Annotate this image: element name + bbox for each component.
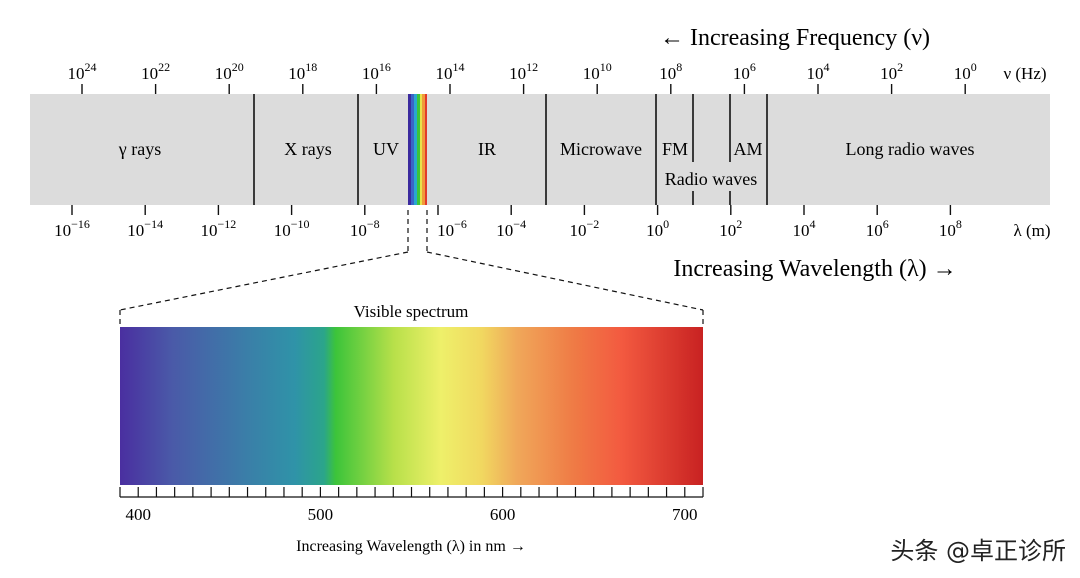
- frequency-tick-label: 1022: [141, 60, 170, 83]
- frequency-tick-label: 1024: [68, 60, 97, 83]
- visible-spectrum-title: Visible spectrum: [354, 302, 469, 321]
- visible-tick-label: 400: [125, 505, 151, 524]
- spectrum-bar: [30, 94, 1050, 205]
- wavelength-tick-label: 10−16: [54, 217, 90, 240]
- band-uv-label: UV: [373, 139, 399, 159]
- band-microwave-label: Microwave: [560, 139, 642, 159]
- frequency-tick-label: 1018: [288, 60, 317, 83]
- visible-tick-labels: 400 500 600 700: [125, 505, 697, 524]
- band-am-label: AM: [733, 139, 762, 159]
- band-long-radio-label: Long radio waves: [846, 139, 975, 159]
- wavelength-tick-labels: 10−16 10−14 10−12 10−10 10−8 10−6 10−4 10−2 100 1…: [54, 217, 962, 240]
- visible-strip: [408, 94, 427, 205]
- zoom-connector: [119, 210, 704, 326]
- frequency-tick-label: 1014: [436, 60, 465, 83]
- wavelength-tick-label: 10−6: [437, 217, 467, 240]
- visible-tick-label: 600: [490, 505, 516, 524]
- frequency-tick-label: 1020: [215, 60, 244, 83]
- wavelength-tick-label: 104: [793, 217, 816, 240]
- wavelength-tick-label: 106: [866, 217, 889, 240]
- wavelength-unit: λ (m): [1013, 221, 1050, 240]
- visible-spectrum-gradient: [120, 327, 703, 485]
- frequency-tick-labels: 1024 1022 1020 1018 1016 1014 1012 1010 108 106 10…: [68, 60, 977, 83]
- band-radio-label: Radio waves: [665, 169, 757, 189]
- wavelength-tick-label: 10−14: [127, 217, 163, 240]
- band-ir-label: IR: [478, 139, 496, 159]
- wavelength-tick-label: 102: [719, 217, 742, 240]
- wavelength-ticks: [71, 205, 952, 215]
- frequency-tick-label: 1016: [362, 60, 391, 83]
- visible-tick-label: 500: [308, 505, 334, 524]
- visible-tick-marks: [119, 487, 704, 498]
- wavelength-tick-label: 10−4: [496, 217, 526, 240]
- wavelength-title: Increasing Wavelength (λ) →: [673, 256, 956, 282]
- frequency-unit: ν (Hz): [1003, 64, 1046, 83]
- wavelength-tick-label: 10−12: [201, 217, 237, 240]
- frequency-tick-label: 100: [954, 60, 977, 83]
- wavelength-tick-label: 10−8: [350, 217, 380, 240]
- band-dividers: [253, 94, 768, 205]
- band-fm-label: FM: [662, 139, 688, 159]
- visible-tick-label: 700: [672, 505, 698, 524]
- frequency-tick-label: 104: [807, 60, 830, 83]
- band-gamma-label: γ rays: [118, 139, 161, 159]
- frequency-tick-label: 102: [880, 60, 903, 83]
- wavelength-tick-label: 108: [939, 217, 962, 240]
- wavelength-tick-label: 10−2: [570, 217, 600, 240]
- visible-axis-label: Increasing Wavelength (λ) in nm →: [296, 538, 526, 555]
- frequency-tick-label: 106: [733, 60, 756, 83]
- frequency-title: ← Increasing Frequency (ν): [660, 25, 930, 51]
- wavelength-tick-label: 100: [646, 217, 669, 240]
- frequency-tick-label: 1010: [583, 60, 612, 83]
- band-xray-label: X rays: [284, 139, 332, 159]
- wavelength-tick-label: 10−10: [274, 217, 310, 240]
- frequency-tick-label: 1012: [509, 60, 538, 83]
- frequency-tick-label: 108: [659, 60, 682, 83]
- watermark: 头条 @卓正诊所: [890, 537, 1066, 565]
- frequency-ticks: [81, 84, 966, 94]
